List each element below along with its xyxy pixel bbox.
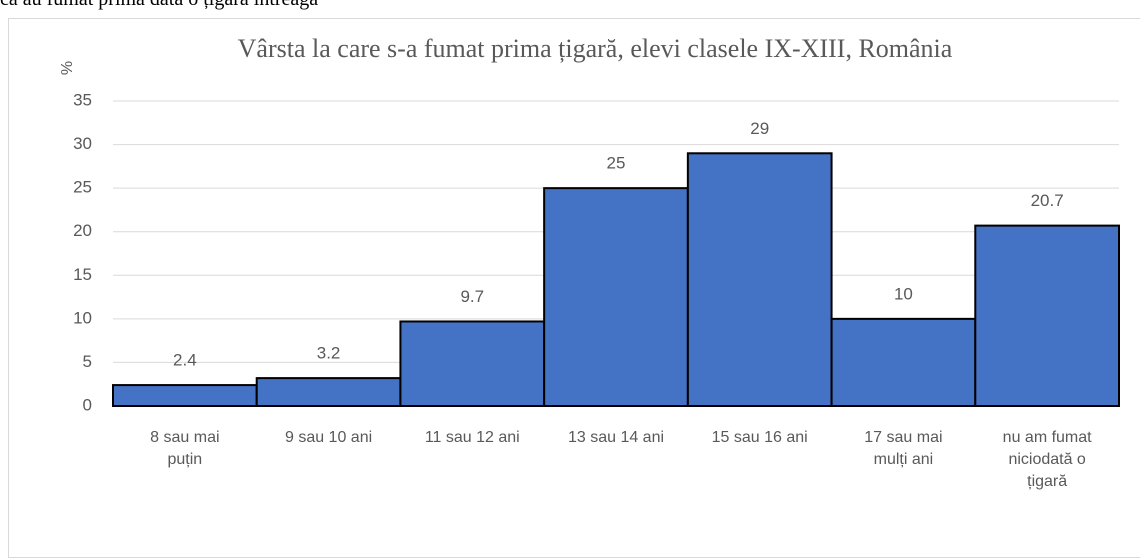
value-label: 20.7 <box>1031 191 1064 210</box>
value-label: 10 <box>894 284 913 303</box>
value-label: 3.2 <box>317 344 341 363</box>
chart: Vârsta la care s-a fumat prima țigară, e… <box>59 34 1120 414</box>
header-text: că au fumat prima dată o țigară întreagă <box>0 0 318 11</box>
bar <box>112 384 258 408</box>
x-tick-label: 15 sau 16 ani <box>711 429 808 446</box>
value-label: 2.4 <box>173 351 197 370</box>
value-label: 9.7 <box>460 287 484 306</box>
x-tick-label: 13 sau 14 ani <box>567 429 665 446</box>
bar <box>255 377 402 408</box>
bar <box>543 187 689 407</box>
x-tick-label: nu am fumat niciodată o țigară <box>1002 429 1092 490</box>
bar <box>399 320 546 408</box>
chart-title: Vârsta la care s-a fumat prima țigară, e… <box>238 34 953 63</box>
y-tick-label: 0 <box>83 395 92 414</box>
bar <box>686 152 833 407</box>
y-tick-label: 25 <box>73 178 92 197</box>
x-tick-label: 17 sau mai mulți ani <box>864 429 943 468</box>
y-tick-label: 35 <box>73 90 92 109</box>
y-axis-label: % <box>59 61 76 75</box>
bar <box>974 224 1120 407</box>
bar <box>830 317 977 408</box>
value-label: 25 <box>607 154 626 173</box>
x-tick-label: 11 sau 12 ani <box>424 429 520 446</box>
y-tick-label: 5 <box>83 352 92 371</box>
y-tick-label: 30 <box>73 134 92 153</box>
y-tick-label: 15 <box>73 265 92 284</box>
value-label: 29 <box>750 119 769 138</box>
y-tick-label: 10 <box>73 308 92 327</box>
x-tick-label: 9 sau 10 ani <box>284 429 373 446</box>
y-tick-label: 20 <box>73 221 92 240</box>
x-tick-label: 8 sau mai puțin <box>150 429 220 468</box>
